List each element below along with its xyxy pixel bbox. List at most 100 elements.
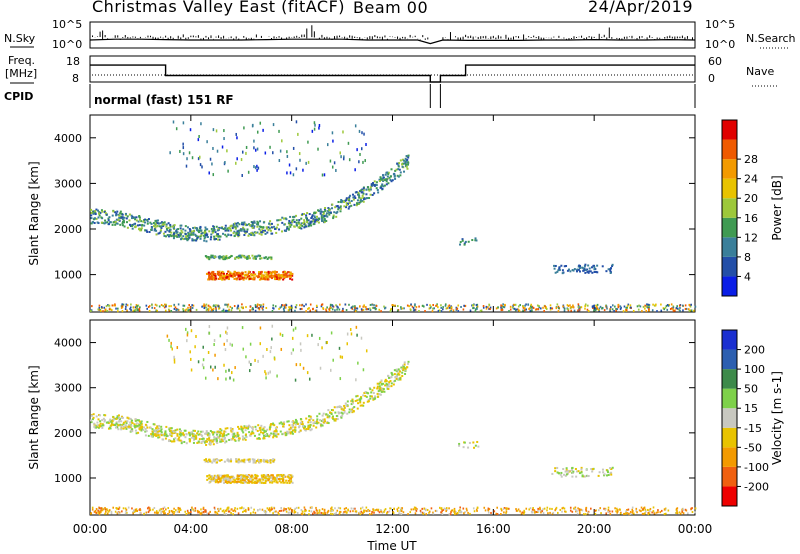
velocity-echo-cell xyxy=(240,425,243,428)
velocity-echo-cell xyxy=(280,481,283,484)
power-echo-cell xyxy=(253,165,255,169)
velocity-echo-cell xyxy=(104,508,107,511)
velocity-echo-cell xyxy=(255,428,258,431)
velocity-echo-cell xyxy=(158,427,161,430)
power-echo-cell xyxy=(167,234,170,237)
power-echo-cell xyxy=(188,236,191,239)
power-echo-cell xyxy=(583,267,586,270)
velocity-echo-cell xyxy=(323,418,326,421)
velocity-echo-cell xyxy=(309,421,312,424)
power-echo-cell xyxy=(185,164,188,168)
velocity-echo-cell xyxy=(401,364,404,367)
velocity-echo-cell xyxy=(222,475,225,478)
power-echo-cell xyxy=(512,307,515,310)
velocity-echo-cell xyxy=(108,509,111,512)
power-echo-cell xyxy=(339,207,342,210)
velocity-echo-cell xyxy=(393,369,396,372)
power-echo-cell xyxy=(328,213,331,216)
velocity-echo-cell xyxy=(254,474,257,477)
velocity-echo-cell xyxy=(294,421,297,424)
power-echo-cell xyxy=(348,303,350,306)
velocity-echo-cell xyxy=(138,424,141,427)
power-echo-cell xyxy=(306,212,309,215)
power-echo-cell xyxy=(237,235,240,238)
power-echo-cell xyxy=(237,307,240,310)
power-echo-cell xyxy=(345,308,348,311)
power-colorbar-swatch xyxy=(722,276,737,296)
power-echo-cell xyxy=(217,305,220,308)
power-echo-cell xyxy=(642,305,645,308)
power-echo-cell xyxy=(312,218,315,221)
power-echo-cell xyxy=(305,216,308,219)
velocity-echo-cell xyxy=(203,441,206,444)
power-echo-cell xyxy=(206,140,208,144)
power-echo-cell xyxy=(671,307,673,310)
velocity-echo-cell xyxy=(263,429,266,432)
velocity-echo-cell xyxy=(371,389,374,392)
power-echo-cell xyxy=(647,303,650,306)
velocity-echo-cell xyxy=(215,437,218,440)
velocity-echo-cell xyxy=(243,477,246,480)
power-echo-cell xyxy=(162,232,165,235)
velocity-echo-cell xyxy=(254,425,257,428)
power-echo-cell xyxy=(120,216,123,219)
velocity-echo-cell xyxy=(131,430,134,433)
velocity-echo-cell xyxy=(286,481,289,484)
power-echo-cell xyxy=(422,305,425,308)
power-echo-cell xyxy=(185,236,188,239)
velocity-echo-cell xyxy=(273,478,276,481)
power-echo-cell xyxy=(397,165,400,168)
velocity-echo-cell xyxy=(213,338,216,342)
power-echo-cell xyxy=(578,307,580,310)
velocity-echo-cell xyxy=(578,510,581,513)
velocity-echo-cell xyxy=(226,481,229,484)
velocity-echo-cell xyxy=(265,372,267,376)
velocity-echo-cell xyxy=(260,481,263,484)
velocity-echo-cell xyxy=(352,510,354,513)
velocity-echo-cell xyxy=(531,511,534,514)
power-echo-cell xyxy=(153,225,156,228)
power-echo-cell xyxy=(216,270,219,273)
velocity-echo-cell xyxy=(227,433,230,436)
power-echo-cell xyxy=(328,309,331,312)
velocity-echo-cell xyxy=(173,507,175,510)
velocity-echo-cell xyxy=(193,438,196,441)
power-echo-cell xyxy=(98,304,101,307)
power-echo-cell xyxy=(175,230,178,233)
velocity-echo-cell xyxy=(241,459,244,462)
power-echo-cell xyxy=(159,222,162,225)
power-echo-cell xyxy=(307,160,310,164)
power-echo-cell xyxy=(393,174,396,177)
velocity-echo-cell xyxy=(334,419,337,422)
xaxis-label: Time UT xyxy=(366,539,417,553)
velocity-echo-cell xyxy=(312,512,314,515)
power-echo-cell xyxy=(332,215,335,218)
velocity-echo-cell xyxy=(209,460,212,463)
velocity-echo-cell xyxy=(424,509,427,512)
nave-tick-top: 60 xyxy=(708,55,722,68)
power-echo-cell xyxy=(594,307,596,310)
velocity-echo-cell xyxy=(103,420,106,423)
power-echo-cell xyxy=(376,189,379,192)
velocity-echo-cell xyxy=(530,510,533,513)
velocity-echo-cell xyxy=(283,475,286,478)
velocity-echo-cell xyxy=(467,446,470,449)
velocity-echo-cell xyxy=(439,506,441,509)
power-echo-cell xyxy=(213,274,216,277)
power-echo-cell xyxy=(632,310,635,313)
velocity-echo-cell xyxy=(307,421,310,424)
power-colorbar-swatch xyxy=(722,120,737,140)
velocity-echo-cell xyxy=(192,435,195,438)
velocity-echo-cell xyxy=(399,370,402,373)
velocity-echo-cell xyxy=(261,476,264,479)
power-echo-cell xyxy=(241,173,243,177)
power-echo-cell xyxy=(226,309,229,312)
power-echo-cell xyxy=(203,231,206,234)
velocity-echo-cell xyxy=(346,342,349,346)
velocity-echo-cell xyxy=(371,510,373,513)
power-echo-cell xyxy=(278,228,281,231)
power-echo-cell xyxy=(243,228,246,231)
power-echo-cell xyxy=(289,225,292,228)
power-echo-cell xyxy=(215,304,217,307)
power-echo-cell xyxy=(159,229,162,232)
